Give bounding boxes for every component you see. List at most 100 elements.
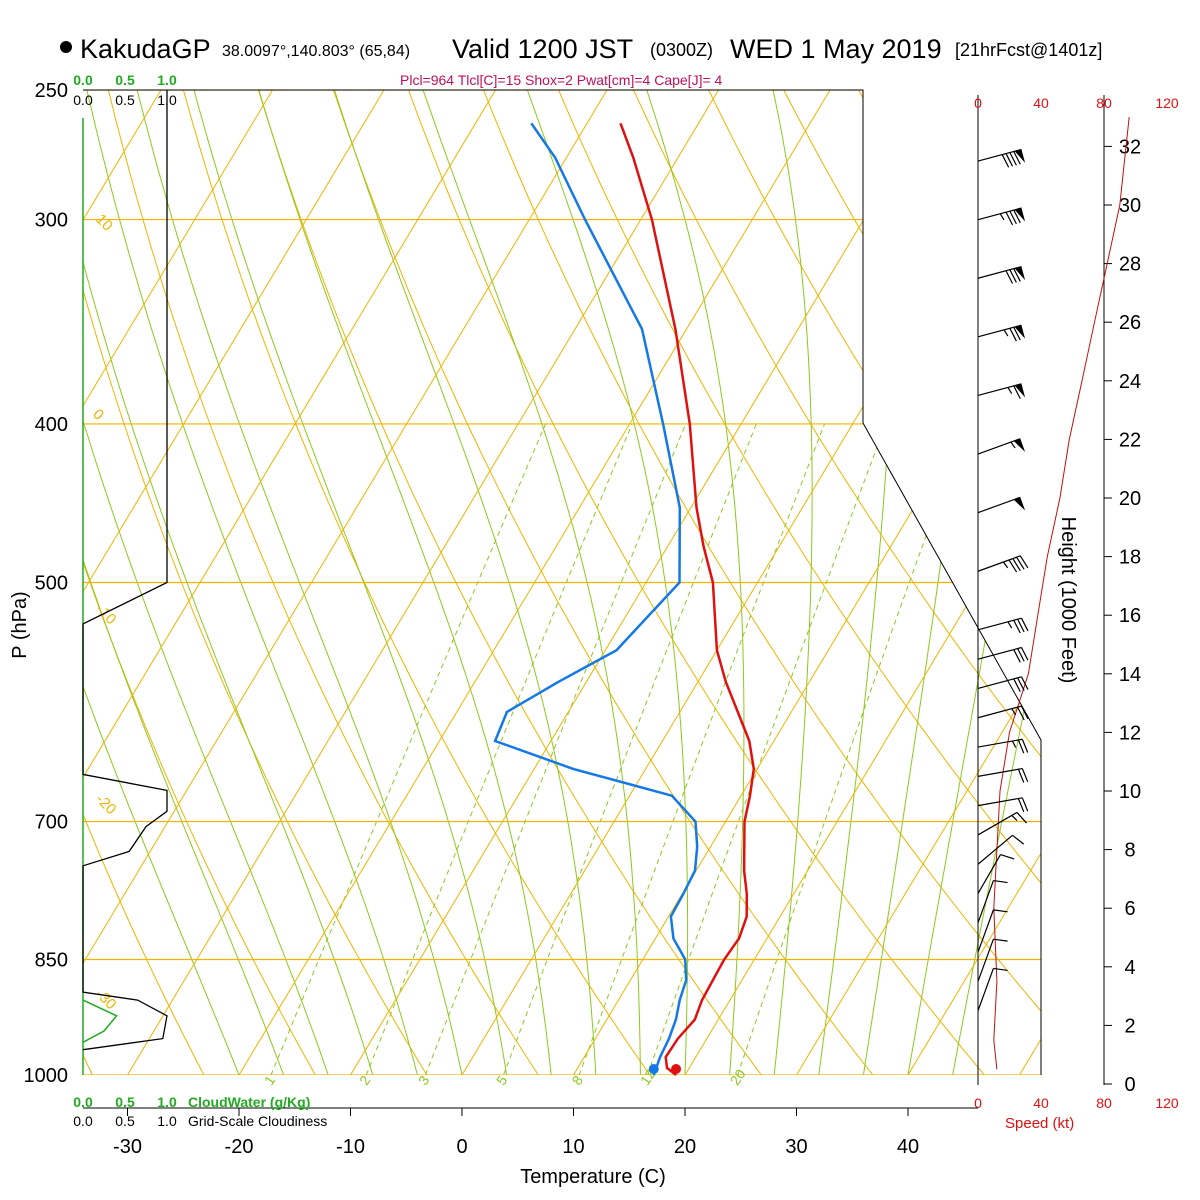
wind-barb-half bbox=[1011, 740, 1017, 748]
dry-adiabat-line bbox=[620, 90, 1041, 1075]
valid-time: Valid 1200 JST bbox=[452, 34, 633, 64]
speed-tick-top: 120 bbox=[1155, 95, 1179, 111]
x-axis-label: Temperature (C) bbox=[520, 1166, 666, 1188]
wind-barb-half bbox=[1002, 561, 1009, 569]
isotherm-line bbox=[83, 90, 273, 1075]
wind-barb-full bbox=[1020, 705, 1029, 720]
x-tick-label: -30 bbox=[113, 1136, 142, 1158]
cloudiness-tick-bottom: 0.0 bbox=[73, 1113, 93, 1129]
wind-barb-full bbox=[1017, 769, 1025, 783]
dry-adiabat-line bbox=[83, 90, 223, 1075]
mixing-ratio-line bbox=[270, 423, 547, 1075]
cloud-water-tick-bottom: 0.5 bbox=[115, 1094, 135, 1110]
dry-adiabat-line bbox=[100, 90, 562, 1075]
isotherm-line bbox=[1131, 90, 1200, 1075]
speed-tick-top: 0 bbox=[974, 95, 982, 111]
wind-barb-full bbox=[1009, 210, 1017, 225]
height-tick-label: 10 bbox=[1119, 781, 1141, 803]
wind-barb bbox=[977, 834, 1025, 865]
height-tick-label: 26 bbox=[1119, 312, 1141, 334]
dry-adiabat-line bbox=[1140, 61, 1200, 1110]
isotherm-line bbox=[907, 90, 1041, 1075]
wind-barb-full bbox=[1009, 328, 1017, 342]
wind-barb-full bbox=[1017, 677, 1025, 691]
wind-barb-full bbox=[1017, 739, 1025, 754]
wind-barb-full bbox=[1005, 211, 1014, 226]
station-bullet-icon bbox=[60, 41, 72, 53]
pressure-tick-label: 700 bbox=[35, 812, 68, 834]
cloud-water-tick-bottom: 0.0 bbox=[73, 1094, 93, 1110]
cloudiness-label: Grid-Scale Cloudiness bbox=[188, 1113, 327, 1129]
cloudiness-tick-bottom: 1.0 bbox=[157, 1113, 177, 1129]
wind-barb-full bbox=[993, 938, 1008, 942]
wind-barb-full bbox=[1001, 154, 1010, 168]
y-axis-label: P (hPa) bbox=[9, 591, 31, 658]
moist-adiabat-line bbox=[136, 90, 463, 1075]
pressure-tick-label: 1000 bbox=[24, 1065, 69, 1087]
wind-barb-full bbox=[1020, 676, 1029, 690]
wind-barb-pennant bbox=[1014, 266, 1026, 281]
dry-adiabat-label: 10 bbox=[92, 211, 116, 235]
dry-adiabat-line bbox=[249, 90, 788, 1075]
cloud-water-profile-line bbox=[82, 999, 118, 1043]
wind-barb-pennant bbox=[1013, 497, 1026, 511]
wind-barb-staff bbox=[977, 705, 1022, 719]
wind-barb-staff bbox=[977, 938, 994, 982]
adiabat-labels: 10 0 -10 -20 -30 0 10 20 30 bbox=[89, 211, 1041, 1013]
wind-barb bbox=[977, 705, 1029, 721]
height-axis-label: Height (1000 Feet) bbox=[1057, 517, 1079, 684]
wind-barb-staff bbox=[977, 968, 994, 1011]
mixing-ratio-line bbox=[578, 423, 825, 1075]
cloud-water-tick-top: 1.0 bbox=[157, 72, 177, 88]
wind-barb-full bbox=[1019, 555, 1029, 569]
moist-adiabat-line bbox=[772, 90, 813, 1075]
dry-adiabat-label: -10 bbox=[92, 601, 119, 628]
pressure-tick-label: 500 bbox=[35, 573, 68, 595]
pressure-tick-label: 850 bbox=[35, 950, 68, 972]
speed-axis-label: Speed (kt) bbox=[1005, 1115, 1074, 1132]
isotherm-label: 20 bbox=[950, 537, 985, 572]
wind-barb-full bbox=[1009, 152, 1017, 166]
surface-temperature-point bbox=[671, 1064, 682, 1074]
moist-adiabat-line bbox=[83, 90, 285, 1075]
wind-barb bbox=[977, 646, 1029, 663]
wind-barb bbox=[977, 938, 1008, 982]
mixing-ratio-line bbox=[503, 423, 757, 1075]
wind-barb-full bbox=[1017, 618, 1025, 633]
wind-barb-staff bbox=[977, 496, 1021, 514]
isotherm-line bbox=[1019, 90, 1041, 1075]
dry-adiabat-line bbox=[83, 90, 449, 1075]
x-tick-label: 40 bbox=[897, 1136, 919, 1158]
wind-barb-staff bbox=[977, 909, 994, 953]
moist-adiabat-line bbox=[193, 90, 508, 1075]
wind-barb-full bbox=[1021, 768, 1029, 783]
height-tick-label: 22 bbox=[1119, 429, 1141, 451]
height-tick-label: 18 bbox=[1119, 547, 1141, 569]
wind-barb-full bbox=[1012, 558, 1021, 572]
wind-barb bbox=[977, 879, 1008, 924]
wind-barb-half bbox=[1007, 621, 1013, 629]
wind-barb-full bbox=[1013, 385, 1021, 399]
wind-barb-full bbox=[993, 909, 1008, 913]
height-tick-label: 24 bbox=[1119, 371, 1141, 393]
wind-barb bbox=[977, 738, 1029, 754]
wind-barb-full bbox=[1013, 620, 1021, 634]
wind-barb-full bbox=[1009, 269, 1017, 283]
speed-tick-bottom: 120 bbox=[1155, 1095, 1179, 1111]
wind-barb-full bbox=[1017, 648, 1025, 662]
dry-adiabat-label: -20 bbox=[92, 791, 119, 818]
wind-barb-pennant bbox=[1013, 438, 1026, 452]
valid-utc: (0300Z) bbox=[650, 40, 713, 60]
height-tick-label: 16 bbox=[1119, 605, 1141, 627]
sounding-profiles bbox=[493, 122, 756, 1076]
wind-barb bbox=[977, 438, 1026, 455]
mixing-ratio-line bbox=[365, 423, 633, 1075]
height-tick-label: 28 bbox=[1119, 254, 1141, 276]
wind-barb-full bbox=[1013, 678, 1021, 692]
cloudiness-tick-bottom: 0.5 bbox=[115, 1113, 135, 1129]
speed-tick-bottom: 40 bbox=[1033, 1095, 1049, 1111]
cloud-profiles bbox=[82, 90, 168, 1051]
wind-barb bbox=[977, 555, 1029, 573]
